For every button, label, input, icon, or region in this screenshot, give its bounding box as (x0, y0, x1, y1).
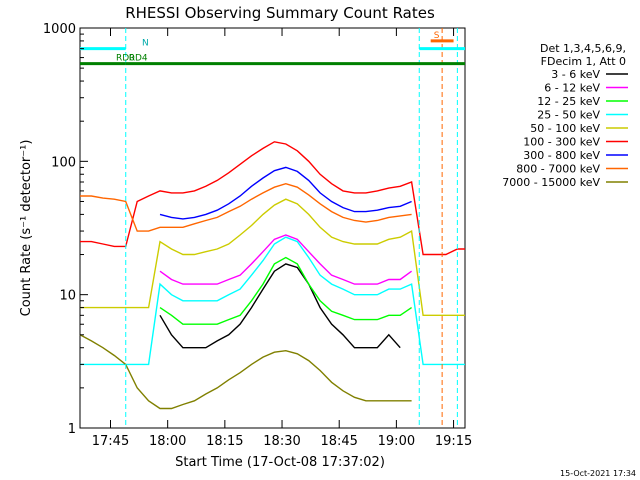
legend-label-8: 7000 - 15000 keV (502, 176, 600, 189)
state-label-4: S (434, 31, 440, 41)
x-axis-label: Start Time (17-Oct-08 17:37:02) (175, 455, 385, 470)
series-line-2 (159, 256, 412, 325)
legend-label-5: 100 - 300 keV (523, 136, 600, 149)
timestamp: 15-Oct-2021 17:34 (560, 469, 636, 478)
x-tick-label-2: 18:15 (206, 434, 243, 449)
y-tick-label-1: 10 (59, 289, 76, 304)
series-line-4 (80, 198, 465, 316)
y-axis-label: Count Rate (s⁻¹ detector⁻¹) (19, 140, 34, 317)
series-line-5 (80, 141, 465, 256)
y-tick-label-0: 1 (68, 422, 76, 437)
x-tick-label-4: 18:45 (320, 434, 357, 449)
state-label-1: RD0 (116, 54, 135, 64)
legend-header-0: Det 1,3,4,5,6,9, (540, 42, 626, 55)
series-line-0 (159, 263, 401, 349)
chart-title: RHESSI Observing Summary Count Rates (125, 4, 435, 22)
legend-label-4: 50 - 100 keV (530, 122, 600, 135)
series-line-1 (159, 234, 413, 285)
state-label-0: N (142, 39, 149, 49)
x-tick-label-0: 17:45 (92, 434, 129, 449)
series-layer (79, 141, 465, 410)
legend: Det 1,3,4,5,6,9,FDecim 1, Att 03 - 6 keV… (502, 42, 628, 189)
y-tick-label-2: 100 (51, 155, 76, 170)
legend-label-3: 25 - 50 keV (537, 109, 600, 122)
legend-label-0: 3 - 6 keV (551, 68, 600, 81)
x-tick-label-6: 19:15 (435, 434, 472, 449)
x-axis: 17:45 18:00 18:15 18:30 18:45 19:00 19:15 (92, 28, 472, 449)
x-tick-label-5: 19:00 (378, 434, 415, 449)
legend-header-1: FDecim 1, Att 0 (541, 55, 626, 68)
plot-frame (79, 27, 466, 429)
x-tick-label-1: 18:00 (149, 434, 186, 449)
legend-label-2: 12 - 25 keV (537, 95, 600, 108)
legend-label-6: 300 - 800 keV (523, 149, 600, 162)
series-line-7 (80, 182, 412, 232)
series-line-8 (79, 334, 412, 410)
y-tick-label-3: 1000 (43, 22, 76, 37)
series-line-3 (80, 236, 465, 366)
x-tick-label-3: 18:30 (263, 434, 300, 449)
legend-label-7: 800 - 7000 keV (516, 163, 600, 176)
state-label-2: RD4 (129, 54, 148, 64)
legend-label-1: 6 - 12 keV (544, 82, 600, 95)
series-line-6 (159, 166, 412, 220)
y-axis: 1 10 100 1000 (43, 22, 88, 437)
